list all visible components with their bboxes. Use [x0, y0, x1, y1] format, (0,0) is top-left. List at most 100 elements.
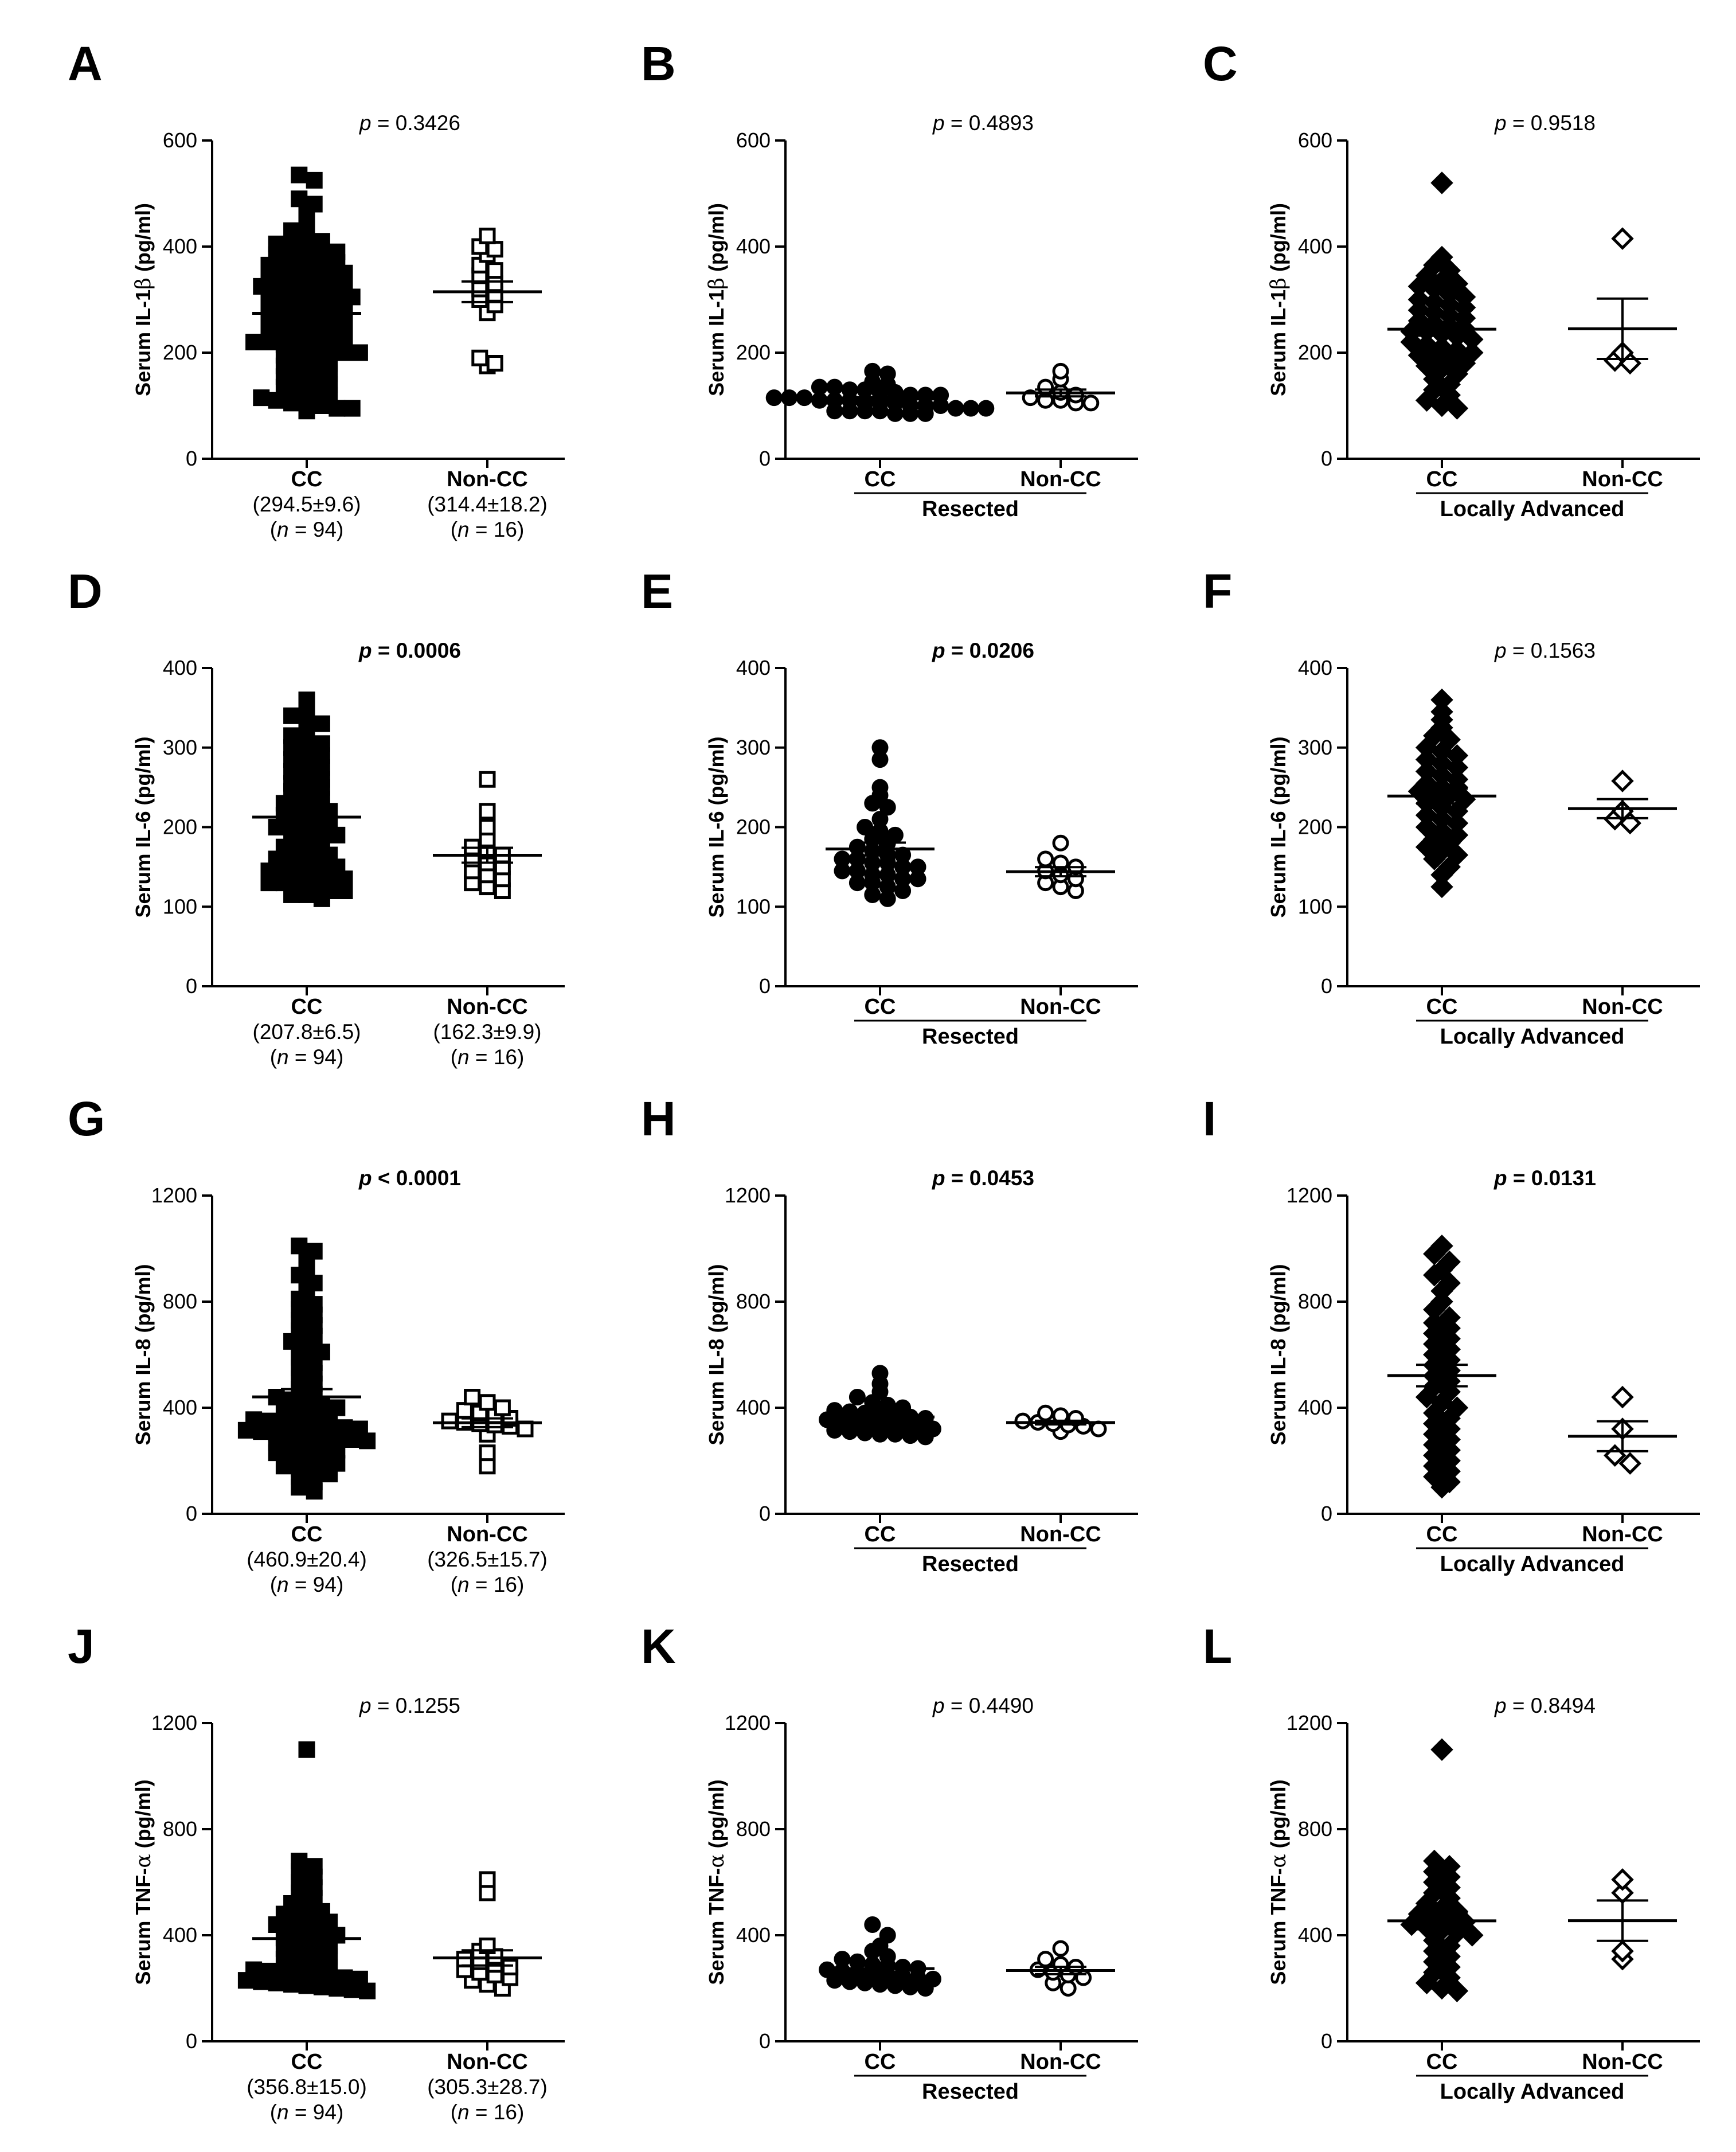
note-n-italic: n: [458, 1045, 470, 1069]
ylabel-text: Serum IL-8 (pg/ml): [1266, 1264, 1290, 1445]
data-point: [298, 397, 315, 414]
ylabel-text: Serum IL-6 (pg/ml): [705, 736, 728, 917]
p-rest: = 0.4490: [945, 1694, 1034, 1717]
panel-label-K: K: [641, 1619, 676, 1673]
note-rest: = 94): [289, 2100, 344, 2124]
data-point: [879, 799, 896, 816]
y-tick-label: 0: [1321, 1502, 1332, 1525]
panel-label-L: L: [1203, 1619, 1232, 1673]
category-note: (n = 16): [451, 1045, 525, 1069]
p-italic: p: [359, 1694, 372, 1717]
ylabel-unit: (pg/ml): [705, 1779, 728, 1854]
data-point: [456, 1402, 473, 1419]
data-point: [871, 779, 889, 796]
y-tick-label: 400: [163, 1396, 197, 1419]
note-n-italic: n: [458, 2100, 470, 2124]
note-n-italic: n: [458, 518, 470, 541]
data-point: [253, 389, 270, 407]
data-point: [336, 1419, 353, 1436]
data-point: [313, 1903, 330, 1920]
p-rest: = 0.4893: [945, 111, 1034, 135]
data-point: [834, 1951, 851, 1968]
data-point: [494, 1399, 511, 1416]
data-point: [1461, 1924, 1484, 1947]
p-rest: < 0.0001: [372, 1166, 461, 1190]
data-point: [313, 1343, 330, 1361]
p-rest: = 0.0206: [945, 639, 1034, 662]
p-rest: = 0.1563: [1507, 639, 1596, 662]
data-point: [796, 389, 813, 407]
y-axis-label-B: Serum IL-1β (pg/ml): [705, 203, 729, 396]
data-point: [306, 1296, 323, 1313]
category-label-non-cc: Non-CC: [447, 1522, 527, 1546]
y-axis-label-K: Serum TNF-α (pg/ml): [705, 1779, 729, 1985]
data-point: [947, 400, 964, 417]
group-label: Resected: [922, 1025, 1019, 1049]
data-point: [283, 222, 300, 239]
data-point: [894, 1399, 912, 1416]
category-note: (356.8±15.0): [247, 2075, 367, 2099]
category-label-cc: CC: [291, 467, 323, 491]
ylabel-text: Serum IL-1: [131, 290, 155, 396]
y-tick-label: 400: [1298, 656, 1332, 679]
data-point: [1445, 338, 1469, 362]
data-point: [479, 1871, 496, 1888]
panel-label-F: F: [1203, 564, 1232, 618]
panel-label-A: A: [68, 37, 103, 91]
category-label-cc: CC: [291, 1522, 323, 1546]
panel-L: Lp = 0.8494 Serum TNF-α (pg/ml) 0 400 800 120…: [1203, 1619, 1700, 2104]
data-point: [1059, 1980, 1077, 1997]
category-label-cc: CC: [1426, 1522, 1458, 1546]
category-note: (n = 94): [270, 2100, 344, 2124]
y-tick-label: 400: [1298, 1396, 1332, 1419]
data-point: [1445, 1979, 1469, 2002]
note-n-italic: n: [277, 518, 289, 541]
data-point: [1438, 1934, 1461, 1958]
y-axis-label-D: Serum IL-6 (pg/ml): [131, 736, 155, 917]
y-tick-label: 200: [1298, 815, 1332, 839]
data-point: [811, 392, 828, 409]
category-label-cc: CC: [865, 995, 896, 1019]
data-point: [871, 739, 889, 756]
p-italic: p: [932, 1166, 945, 1190]
y-tick-label: 400: [736, 235, 771, 258]
y-tick-label: 400: [736, 1923, 771, 1947]
category-note: (460.9±20.4): [247, 1548, 367, 1571]
panel-label-D: D: [68, 564, 103, 618]
category-label-cc: CC: [865, 1522, 896, 1546]
group-label: Locally Advanced: [1440, 2080, 1625, 2104]
data-point: [1430, 875, 1453, 899]
category-note: (n = 94): [270, 1045, 344, 1069]
panel-H: Hp = 0.0453 Serum IL-8 (pg/ml) 0 400 800 1200…: [641, 1092, 1138, 1576]
data-point: [1415, 333, 1438, 356]
y-tick-label: 400: [163, 656, 197, 679]
category-label-non-cc: Non-CC: [1020, 995, 1101, 1019]
data-point: [313, 1452, 330, 1469]
data-point: [932, 386, 949, 404]
panel-label-B: B: [641, 37, 676, 91]
data-point: [1445, 744, 1469, 767]
p-rest: = 0.9518: [1507, 111, 1596, 135]
y-tick-label: 1200: [725, 1711, 771, 1735]
data-point: [479, 819, 496, 835]
data-point: [298, 692, 315, 708]
data-point: [479, 1884, 496, 1901]
p-italic: p: [359, 111, 372, 135]
y-tick-label: 400: [1298, 235, 1332, 258]
y-tick-label: 300: [1298, 736, 1332, 759]
ylabel-text: Serum IL-6 (pg/ml): [1266, 736, 1290, 917]
ylabel-unit: (pg/ml): [705, 203, 728, 278]
y-tick-label: 800: [1298, 1817, 1332, 1841]
data-point: [351, 344, 368, 361]
category-note: (294.5±9.6): [253, 493, 361, 516]
p-italic: p: [358, 1166, 372, 1190]
p-rest: = 0.1255: [372, 1694, 460, 1717]
p-italic: p: [1494, 639, 1507, 662]
data-point: [1438, 1250, 1461, 1274]
y-tick-label: 0: [186, 2029, 197, 2053]
category-label-non-cc: Non-CC: [1582, 2050, 1663, 2074]
data-point: [1037, 850, 1054, 868]
group-label: Resected: [922, 1552, 1019, 1576]
ylabel-greek: α: [705, 1854, 729, 1868]
data-point: [1453, 286, 1476, 308]
